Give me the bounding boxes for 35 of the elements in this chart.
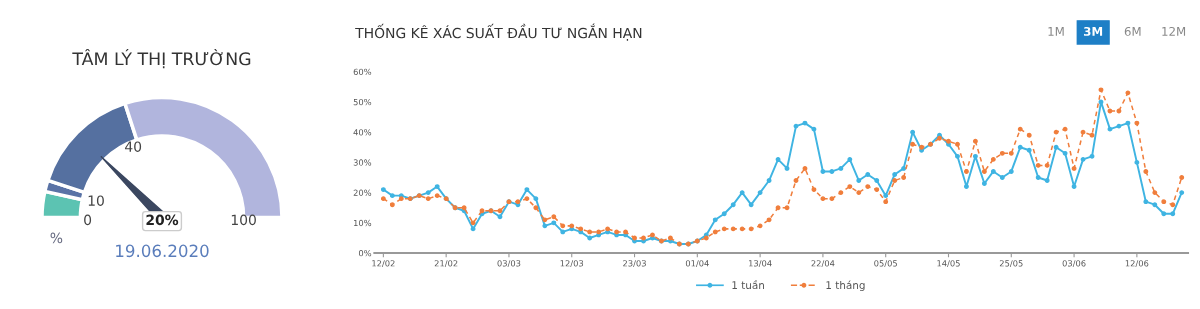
slice-label: 40 bbox=[125, 141, 142, 152]
chart-title: TÂM LÝ THỊ TRƯỜNG bbox=[72, 49, 251, 69]
slice-label: 0 bbox=[84, 214, 92, 226]
slice-label: 10 bbox=[88, 195, 104, 206]
y-tick-label: 50% bbox=[353, 98, 372, 106]
text: 19.06.2020 bbox=[116, 244, 209, 258]
legend-label: 1 tuần bbox=[732, 280, 764, 290]
text: 6M bbox=[1124, 26, 1141, 36]
text: 20% bbox=[146, 214, 179, 226]
x-tick-label: 12/03 bbox=[560, 260, 584, 268]
text: 1M bbox=[1048, 27, 1064, 36]
x-tick-label: 21/02 bbox=[434, 260, 458, 268]
x-tick-label: 22/04 bbox=[811, 260, 835, 268]
y-tick-label: 20% bbox=[353, 189, 372, 196]
x-tick-label: 03/06 bbox=[1062, 260, 1086, 268]
text: 12M bbox=[1162, 26, 1186, 36]
x-tick-label: 12/06 bbox=[1125, 260, 1149, 268]
x-tick-label: 14/05 bbox=[937, 260, 960, 268]
text: 3M bbox=[1084, 26, 1103, 36]
legend-label: 1 tháng bbox=[826, 280, 865, 292]
x-tick-label: 13/04 bbox=[749, 260, 772, 268]
x-tick-label: 03/03 bbox=[497, 260, 521, 268]
x-tick-label: 01/04 bbox=[685, 260, 709, 268]
x-tick-label: 23/03 bbox=[623, 260, 646, 268]
y-tick-label: 60% bbox=[353, 68, 372, 75]
x-tick-label: 12/02 bbox=[372, 260, 395, 268]
y-tick-label: 0% bbox=[358, 250, 372, 257]
text: % bbox=[50, 232, 63, 244]
x-tick-label: 05/05 bbox=[874, 260, 897, 268]
x-tick-label: 25/05 bbox=[999, 260, 1023, 268]
text: 100 bbox=[231, 214, 256, 226]
y-tick-label: 10% bbox=[354, 219, 372, 227]
y-tick-label: 40% bbox=[353, 129, 372, 136]
y-tick-label: 30% bbox=[353, 159, 372, 166]
chart-title: THỐNG KÊ XÁC SUẤT ĐẦU TƯ NGẮN HẠN bbox=[355, 23, 642, 41]
